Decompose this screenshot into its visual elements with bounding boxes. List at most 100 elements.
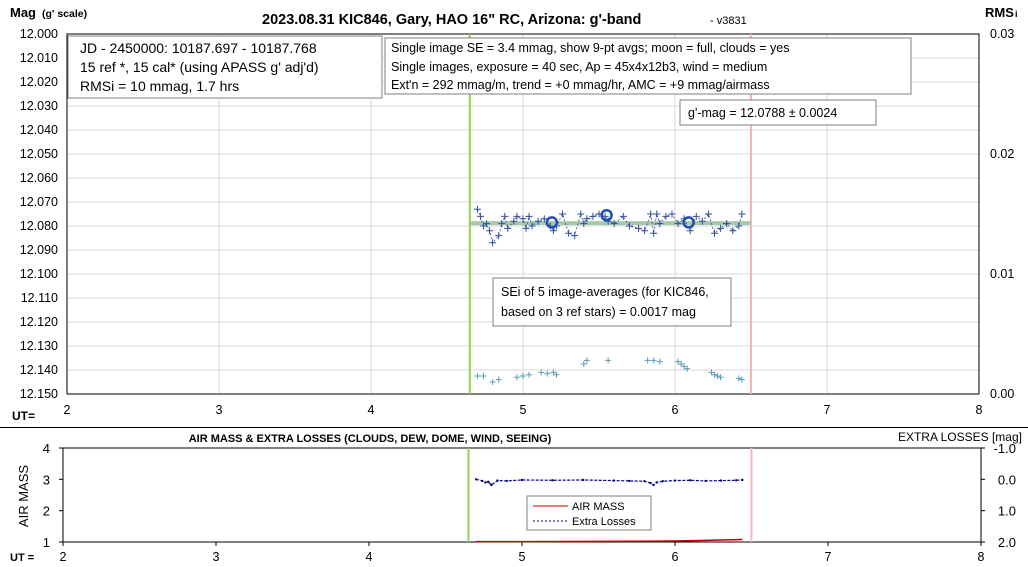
chart-title: 2023.08.31 KIC846, Gary, HAO 16" RC, Ari… [262, 12, 641, 28]
single-image-point [656, 220, 664, 228]
info-box-se-line-2: Single images, exposure = 40 sec, Ap = 4… [391, 60, 767, 74]
single-image-point [668, 210, 676, 218]
y-tick-label: 12.120 [20, 315, 58, 329]
single-image-point [525, 212, 533, 220]
legend: AIR MASS Extra Losses [526, 495, 652, 531]
sei-box-line-1: SEi of 5 image-averages (for KIC846, [501, 285, 709, 299]
rms-point [678, 361, 685, 367]
rms-point [675, 358, 682, 365]
bottom-y-tick-label: 2 [43, 504, 50, 519]
single-image-point [495, 232, 503, 240]
info-box-jd-line-3: RMSi = 10 mmag, 1.7 hrs [80, 78, 239, 94]
bottom-x-tick-label: 3 [213, 550, 220, 564]
rms-point [526, 371, 533, 378]
single-image-point [662, 212, 670, 220]
y-tick-label: 12.000 [20, 27, 58, 41]
single-image-point [610, 220, 618, 228]
single-image-point [577, 210, 585, 218]
y-tick-label: 12.010 [20, 51, 58, 65]
single-image-point [704, 210, 712, 218]
rms-point [513, 374, 520, 381]
rms-point [656, 358, 663, 365]
extra-losses-point [704, 479, 707, 483]
single-image-point [549, 227, 557, 235]
bottom-y-tick-label: 4 [43, 441, 50, 456]
bottom-x-axis-label: UT = [10, 552, 34, 564]
rms-point [681, 363, 688, 370]
single-image-point [522, 224, 530, 232]
chart-version: - v3831 [710, 15, 747, 27]
rms-point [550, 369, 557, 376]
single-image-point [619, 212, 627, 220]
bottom-y-tick-label: 1 [43, 535, 50, 550]
extra-losses-point [689, 479, 692, 482]
single-image-point [528, 222, 536, 230]
info-box-jd: JD - 2450000: 10187.697 - 10187.768 15 r… [67, 35, 383, 99]
single-image-point [686, 227, 694, 235]
y2-axis-label-sub: i [1015, 9, 1018, 19]
single-image-point [559, 210, 567, 218]
info-box-jd-line-1: JD - 2450000: 10187.697 - 10187.768 [80, 40, 317, 56]
legend-losses-label: Extra Losses [572, 516, 636, 528]
single-image-point [589, 212, 597, 220]
extra-losses-point [719, 479, 723, 482]
single-image-point [565, 229, 573, 237]
y-tick-label: 12.110 [21, 291, 58, 305]
info-box-se-line-1: Single image SE = 3.4 mmag, show 9-pt av… [391, 41, 789, 55]
rms-point [717, 374, 724, 381]
rms-point [644, 357, 651, 364]
extra-losses-point [661, 480, 664, 483]
mag-result-box: g'-mag = 12.0788 ± 0.0024 [679, 99, 877, 126]
sei-box: SEi of 5 image-averages (for KIC846, bas… [492, 277, 732, 327]
average-point [682, 216, 695, 229]
legend-airmass-label: AIR MASS [572, 501, 625, 513]
extra-losses-point [505, 479, 508, 483]
extra-losses-point [484, 481, 487, 484]
single-image-point [717, 224, 725, 232]
y-tick-label: 12.080 [20, 219, 58, 233]
single-image-point [571, 232, 579, 240]
rms-point [580, 361, 587, 367]
bottom-y2-tick-label: 0.0 [998, 472, 1016, 487]
top-ticks: 12.000 12.010 12.020 12.030 12.040 12.050 12.0… [20, 27, 1015, 417]
rms-point [544, 370, 551, 377]
extra-losses-point [649, 481, 652, 485]
single-image-point [486, 227, 494, 235]
single-image-point [489, 239, 497, 247]
single-image-point [641, 227, 649, 235]
extra-losses-point [627, 479, 631, 483]
extra-losses-point [496, 479, 499, 482]
extra-losses-point [582, 478, 585, 482]
extra-losses-point [487, 480, 490, 484]
extra-losses-point [673, 479, 677, 482]
single-image-point [650, 229, 658, 237]
rms-point [738, 376, 745, 383]
bottom-plot-frame [62, 447, 982, 543]
y-tick-label: 12.130 [20, 339, 58, 353]
mag-result-text: g'-mag = 12.0788 ± 0.0024 [688, 106, 837, 120]
y-tick-label: 12.090 [20, 243, 58, 257]
x-tick-label: 5 [520, 403, 527, 417]
rms-point [538, 369, 545, 376]
y-tick-label: 12.060 [20, 171, 58, 185]
single-image-point [540, 215, 548, 223]
bottom-series [474, 478, 744, 543]
bottom-y2-tick-label: 1.0 [998, 504, 1016, 519]
rms-point [711, 371, 718, 378]
single-image-point [583, 215, 591, 223]
single-image-point [476, 212, 484, 220]
single-image-point [625, 222, 633, 230]
bottom-y-axis-label: AIR MASS [16, 465, 31, 527]
top-plot-frame [66, 33, 980, 395]
bottom-y2-axis-label: EXTRA LOSSES [mag] [898, 430, 1022, 444]
bottom-x-tick-label: 6 [672, 550, 679, 564]
bottom-x-tick-label: 2 [60, 550, 67, 564]
y-axis-label: Mag [10, 5, 36, 20]
single-image-point [735, 222, 743, 230]
rms-point [650, 357, 657, 364]
average-point [600, 208, 613, 222]
rms-point [735, 375, 742, 382]
rms-point [489, 379, 496, 385]
